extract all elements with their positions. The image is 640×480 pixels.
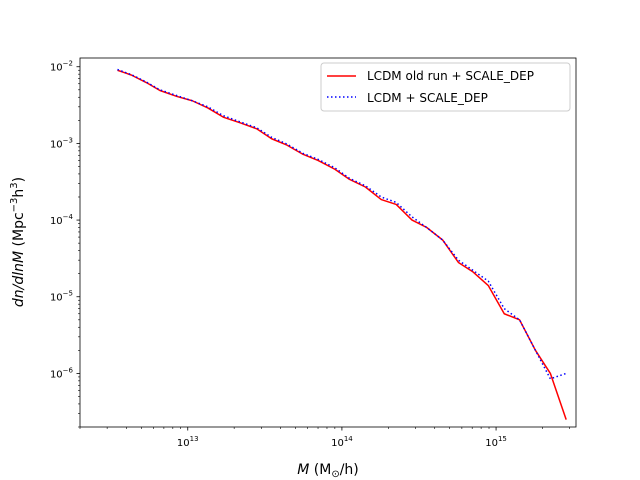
x-tick-label-0: 1013: [177, 435, 199, 449]
x-axis-label-unit-sub: ⊙: [331, 469, 339, 480]
y-tick-label-2: 10−4: [50, 213, 74, 227]
x-tick-base: 10: [331, 438, 344, 449]
y-tick-base: 10: [50, 63, 63, 74]
legend-label-series-1: LCDM + SCALE_DEP: [367, 91, 488, 105]
plot-frame: [79, 57, 577, 428]
y-axis-label-unit-sup2: 3: [9, 182, 20, 188]
y-tick-exponent: −4: [63, 213, 74, 221]
y-tick-base: 10: [50, 139, 63, 150]
y-tick-base: 10: [50, 369, 63, 380]
x-tick-label-2: 1015: [485, 435, 507, 449]
legend-label-series-0: LCDM old run + SCALE_DEP: [367, 69, 534, 83]
y-axis: 10−610−510−410−310−2: [50, 60, 80, 428]
x-tick-exponent: 13: [190, 435, 199, 443]
x-axis: 1013 1014 1015: [79, 427, 570, 449]
x-tick-base: 10: [485, 438, 498, 449]
y-tick-exponent: −6: [63, 366, 74, 374]
plot-area: [80, 58, 576, 427]
y-tick-exponent: −5: [63, 290, 73, 298]
y-tick-label-0: 10−6: [50, 366, 74, 380]
y-tick-exponent: −3: [63, 136, 73, 144]
x-tick-exponent: 15: [498, 435, 507, 443]
y-tick-label-3: 10−3: [50, 136, 73, 150]
y-axis-label-unit-mid: h: [11, 189, 27, 198]
y-axis-label: dn/dlnM (Mpc−3h3): [9, 177, 27, 307]
y-tick-label-4: 10−2: [50, 60, 73, 74]
legend: LCDM old run + SCALE_DEP LCDM + SCALE_DE…: [320, 62, 571, 112]
y-tick-label-1: 10−5: [50, 290, 73, 304]
x-axis-label: M (M⊙/h): [297, 462, 359, 480]
series-line-1: [117, 68, 567, 380]
x-tick-exponent: 14: [344, 435, 353, 443]
x-axis-label-unit-close: /h): [340, 462, 359, 478]
x-tick-base: 10: [177, 438, 190, 449]
y-tick-exponent: −2: [63, 60, 73, 68]
y-axis-label-main: dn/dlnM: [11, 251, 27, 307]
y-tick-base: 10: [50, 216, 63, 227]
x-axis-label-main: M: [297, 462, 309, 478]
y-tick-base: 10: [50, 293, 63, 304]
x-tick-label-1: 1014: [331, 435, 353, 449]
x-axis-label-unit-open: (M: [309, 462, 331, 478]
y-axis-label-unit-open: (Mpc: [11, 212, 27, 251]
series-line-0: [117, 69, 567, 420]
y-axis-label-unit-close: ): [11, 177, 27, 182]
y-axis-label-unit-sup1: −3: [9, 198, 20, 213]
series-layer: [117, 68, 567, 420]
legend-box: [320, 62, 571, 112]
